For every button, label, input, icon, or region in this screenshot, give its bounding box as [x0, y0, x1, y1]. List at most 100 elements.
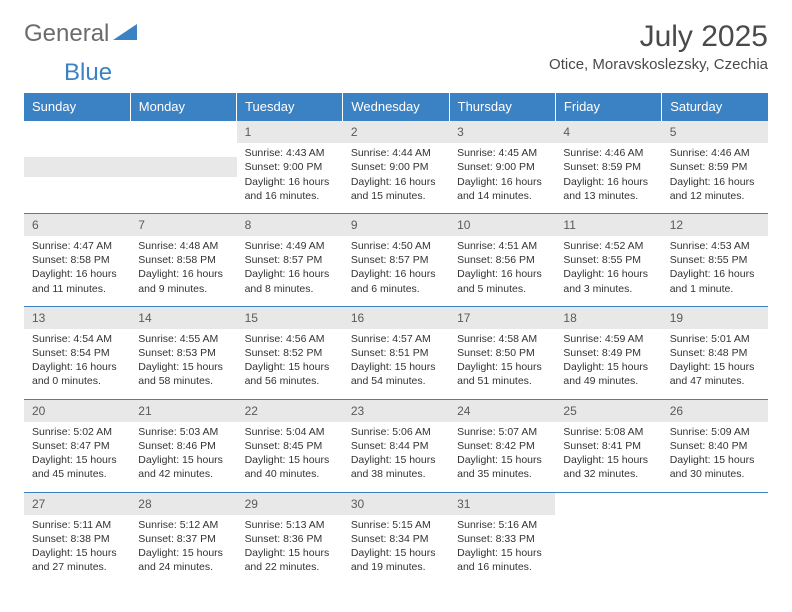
- day-number: 2: [343, 121, 449, 143]
- daylight-line: Daylight: 15 hours and 24 minutes.: [138, 546, 228, 574]
- sunset-line: Sunset: 8:57 PM: [245, 253, 335, 267]
- day-cell: 24Sunrise: 5:07 AMSunset: 8:42 PMDayligh…: [449, 399, 555, 492]
- day-number: 9: [343, 214, 449, 236]
- day-cell: 6Sunrise: 4:47 AMSunset: 8:58 PMDaylight…: [24, 213, 130, 306]
- sunrise-line: Sunrise: 4:53 AM: [670, 239, 760, 253]
- day-content: Sunrise: 4:50 AMSunset: 8:57 PMDaylight:…: [343, 236, 449, 306]
- day-content: Sunrise: 4:59 AMSunset: 8:49 PMDaylight:…: [555, 329, 661, 399]
- daylight-line: Daylight: 16 hours and 0 minutes.: [32, 360, 122, 388]
- logo-triangle-icon: [113, 22, 137, 47]
- day-number: 23: [343, 400, 449, 422]
- empty-day-cell: [130, 121, 236, 214]
- weekday-tuesday: Tuesday: [237, 93, 343, 121]
- day-content: Sunrise: 4:55 AMSunset: 8:53 PMDaylight:…: [130, 329, 236, 399]
- sunset-line: Sunset: 8:44 PM: [351, 439, 441, 453]
- daylight-line: Daylight: 16 hours and 16 minutes.: [245, 175, 335, 203]
- sunset-line: Sunset: 8:58 PM: [32, 253, 122, 267]
- sunset-line: Sunset: 8:45 PM: [245, 439, 335, 453]
- day-number: 3: [449, 121, 555, 143]
- sunrise-line: Sunrise: 4:56 AM: [245, 332, 335, 346]
- sunrise-line: Sunrise: 4:59 AM: [563, 332, 653, 346]
- sunset-line: Sunset: 8:37 PM: [138, 532, 228, 546]
- day-cell: 2Sunrise: 4:44 AMSunset: 9:00 PMDaylight…: [343, 121, 449, 214]
- calendar-table: Sunday Monday Tuesday Wednesday Thursday…: [24, 93, 768, 584]
- logo: General: [24, 20, 139, 48]
- empty-day-number: [24, 157, 130, 177]
- day-cell: 10Sunrise: 4:51 AMSunset: 8:56 PMDayligh…: [449, 213, 555, 306]
- sunrise-line: Sunrise: 4:48 AM: [138, 239, 228, 253]
- daylight-line: Daylight: 16 hours and 3 minutes.: [563, 267, 653, 295]
- daylight-line: Daylight: 16 hours and 6 minutes.: [351, 267, 441, 295]
- sunrise-line: Sunrise: 5:09 AM: [670, 425, 760, 439]
- sunset-line: Sunset: 8:53 PM: [138, 346, 228, 360]
- day-number: 6: [24, 214, 130, 236]
- sunset-line: Sunset: 8:59 PM: [563, 160, 653, 174]
- calendar-week-row: 20Sunrise: 5:02 AMSunset: 8:47 PMDayligh…: [24, 399, 768, 492]
- daylight-line: Daylight: 15 hours and 16 minutes.: [457, 546, 547, 574]
- empty-day-cell: [24, 121, 130, 214]
- day-content: Sunrise: 4:56 AMSunset: 8:52 PMDaylight:…: [237, 329, 343, 399]
- daylight-line: Daylight: 15 hours and 47 minutes.: [670, 360, 760, 388]
- day-number: 14: [130, 307, 236, 329]
- day-cell: 25Sunrise: 5:08 AMSunset: 8:41 PMDayligh…: [555, 399, 661, 492]
- sunrise-line: Sunrise: 5:01 AM: [670, 332, 760, 346]
- weekday-monday: Monday: [130, 93, 236, 121]
- calendar-week-row: 27Sunrise: 5:11 AMSunset: 8:38 PMDayligh…: [24, 492, 768, 584]
- sunset-line: Sunset: 8:57 PM: [351, 253, 441, 267]
- daylight-line: Daylight: 15 hours and 51 minutes.: [457, 360, 547, 388]
- day-number: 15: [237, 307, 343, 329]
- day-number: 27: [24, 493, 130, 515]
- sunset-line: Sunset: 8:49 PM: [563, 346, 653, 360]
- daylight-line: Daylight: 15 hours and 22 minutes.: [245, 546, 335, 574]
- daylight-line: Daylight: 16 hours and 13 minutes.: [563, 175, 653, 203]
- weekday-thursday: Thursday: [449, 93, 555, 121]
- sunrise-line: Sunrise: 4:46 AM: [563, 146, 653, 160]
- day-content: Sunrise: 4:44 AMSunset: 9:00 PMDaylight:…: [343, 143, 449, 213]
- day-cell: 20Sunrise: 5:02 AMSunset: 8:47 PMDayligh…: [24, 399, 130, 492]
- sunrise-line: Sunrise: 4:47 AM: [32, 239, 122, 253]
- day-number: 10: [449, 214, 555, 236]
- day-content: Sunrise: 5:09 AMSunset: 8:40 PMDaylight:…: [662, 422, 768, 492]
- calendar-week-row: 1Sunrise: 4:43 AMSunset: 9:00 PMDaylight…: [24, 121, 768, 214]
- sunrise-line: Sunrise: 4:46 AM: [670, 146, 760, 160]
- daylight-line: Daylight: 15 hours and 49 minutes.: [563, 360, 653, 388]
- day-content: Sunrise: 5:11 AMSunset: 8:38 PMDaylight:…: [24, 515, 130, 585]
- day-number: 13: [24, 307, 130, 329]
- day-cell: 5Sunrise: 4:46 AMSunset: 8:59 PMDaylight…: [662, 121, 768, 214]
- logo-text-general: General: [24, 20, 109, 48]
- sunrise-line: Sunrise: 4:43 AM: [245, 146, 335, 160]
- sunrise-line: Sunrise: 4:55 AM: [138, 332, 228, 346]
- day-number: 28: [130, 493, 236, 515]
- day-cell: 22Sunrise: 5:04 AMSunset: 8:45 PMDayligh…: [237, 399, 343, 492]
- day-number: 7: [130, 214, 236, 236]
- daylight-line: Daylight: 15 hours and 56 minutes.: [245, 360, 335, 388]
- day-content: Sunrise: 5:04 AMSunset: 8:45 PMDaylight:…: [237, 422, 343, 492]
- daylight-line: Daylight: 16 hours and 1 minute.: [670, 267, 760, 295]
- sunrise-line: Sunrise: 5:12 AM: [138, 518, 228, 532]
- sunset-line: Sunset: 8:38 PM: [32, 532, 122, 546]
- sunrise-line: Sunrise: 4:58 AM: [457, 332, 547, 346]
- weekday-header-row: Sunday Monday Tuesday Wednesday Thursday…: [24, 93, 768, 121]
- sunset-line: Sunset: 8:47 PM: [32, 439, 122, 453]
- daylight-line: Daylight: 16 hours and 15 minutes.: [351, 175, 441, 203]
- day-number: 22: [237, 400, 343, 422]
- day-content: Sunrise: 4:51 AMSunset: 8:56 PMDaylight:…: [449, 236, 555, 306]
- day-number: 4: [555, 121, 661, 143]
- sunrise-line: Sunrise: 5:02 AM: [32, 425, 122, 439]
- day-number: 21: [130, 400, 236, 422]
- day-cell: 4 Sunrise: 4:46 AMSunset: 8:59 PMDaylight…: [555, 121, 661, 214]
- day-content: Sunrise: 5:02 AMSunset: 8:47 PMDaylight:…: [24, 422, 130, 492]
- day-content: Sunrise: 5:07 AMSunset: 8:42 PMDaylight:…: [449, 422, 555, 492]
- day-content: Sunrise: 4:49 AMSunset: 8:57 PMDaylight:…: [237, 236, 343, 306]
- day-number: 20: [24, 400, 130, 422]
- day-number: 19: [662, 307, 768, 329]
- daylight-line: Daylight: 16 hours and 14 minutes.: [457, 175, 547, 203]
- day-cell: 23Sunrise: 5:06 AMSunset: 8:44 PMDayligh…: [343, 399, 449, 492]
- sunset-line: Sunset: 8:40 PM: [670, 439, 760, 453]
- sunset-line: Sunset: 8:55 PM: [670, 253, 760, 267]
- day-cell: 7Sunrise: 4:48 AMSunset: 8:58 PMDaylight…: [130, 213, 236, 306]
- sunset-line: Sunset: 9:00 PM: [457, 160, 547, 174]
- daylight-line: Daylight: 15 hours and 35 minutes.: [457, 453, 547, 481]
- day-number: 12: [662, 214, 768, 236]
- sunset-line: Sunset: 8:33 PM: [457, 532, 547, 546]
